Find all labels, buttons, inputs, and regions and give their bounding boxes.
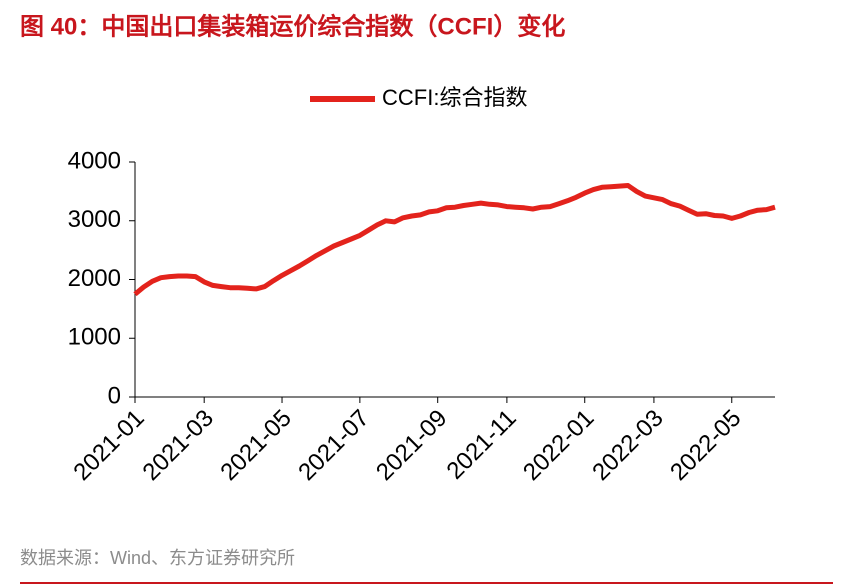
y-tick-label: 3000 (68, 206, 121, 233)
x-tick-label: 2022-05 (665, 405, 746, 486)
y-tick-label: 4000 (68, 147, 121, 174)
y-tick-label: 0 (108, 382, 121, 409)
x-tick-label: 2022-03 (587, 405, 668, 486)
x-tick-label: 2022-01 (518, 405, 599, 486)
source-note: 数据来源：Wind、东方证券研究所 (20, 548, 295, 568)
y-tick-label: 2000 (68, 265, 121, 292)
x-tick-label: 2021-01 (68, 405, 149, 486)
x-tick-label: 2021-09 (371, 405, 452, 486)
x-tick-label: 2021-11 (442, 405, 522, 485)
x-tick-label: 2021-05 (215, 405, 296, 486)
y-tick-label: 1000 (68, 324, 121, 351)
x-tick-label: 2021-03 (138, 405, 219, 486)
series-line (133, 183, 776, 297)
x-tick-label: 2021-07 (293, 405, 374, 486)
page-title: 图 40：中国出口集装箱运价综合指数（CCFI）变化 (20, 12, 565, 40)
legend-label: CCFI:综合指数 (382, 85, 527, 110)
